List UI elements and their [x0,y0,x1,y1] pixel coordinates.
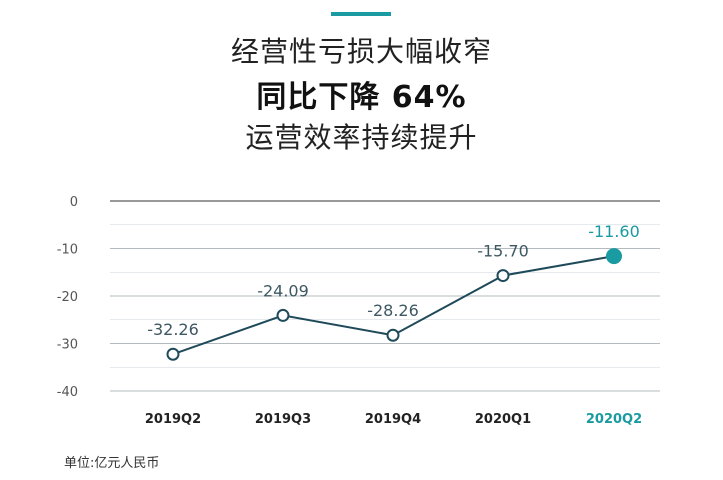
data-point [166,347,180,361]
headline-line-3: 运营效率持续提升 [245,121,478,154]
data-point [496,269,510,283]
y-tick-label: -30 [57,338,78,353]
data-label: -11.60 [588,222,640,241]
data-label: -32.26 [147,320,199,339]
data-label: -15.70 [477,242,529,261]
x-tick-label: 2019Q3 [255,412,311,427]
data-point [386,328,400,342]
x-tick-label: 2020Q2 [586,412,642,427]
x-tick-label: 2020Q1 [475,412,531,427]
unit-label: 单位:亿元人民币 [64,456,160,471]
accent-bar [331,12,391,16]
data-label: -24.09 [257,281,309,300]
x-tick-label: 2019Q4 [365,412,421,427]
y-tick-label: -20 [57,290,78,305]
x-tick-label: 2019Q2 [145,412,201,427]
y-tick-label: -40 [57,385,78,400]
y-tick-label: -10 [57,243,78,258]
headline-line-1: 经营性亏损大幅收窄 [230,35,492,68]
data-label: -28.26 [367,301,419,320]
y-tick-label: 0 [70,195,78,210]
data-point [276,308,290,322]
data-point [606,248,622,265]
headline-line-2: 同比下降 64% [256,80,467,115]
line-chart: 0 -10 -20 -30 -40 -32.26 2019Q2 -24.09 2019Q3 -28… [57,195,660,427]
